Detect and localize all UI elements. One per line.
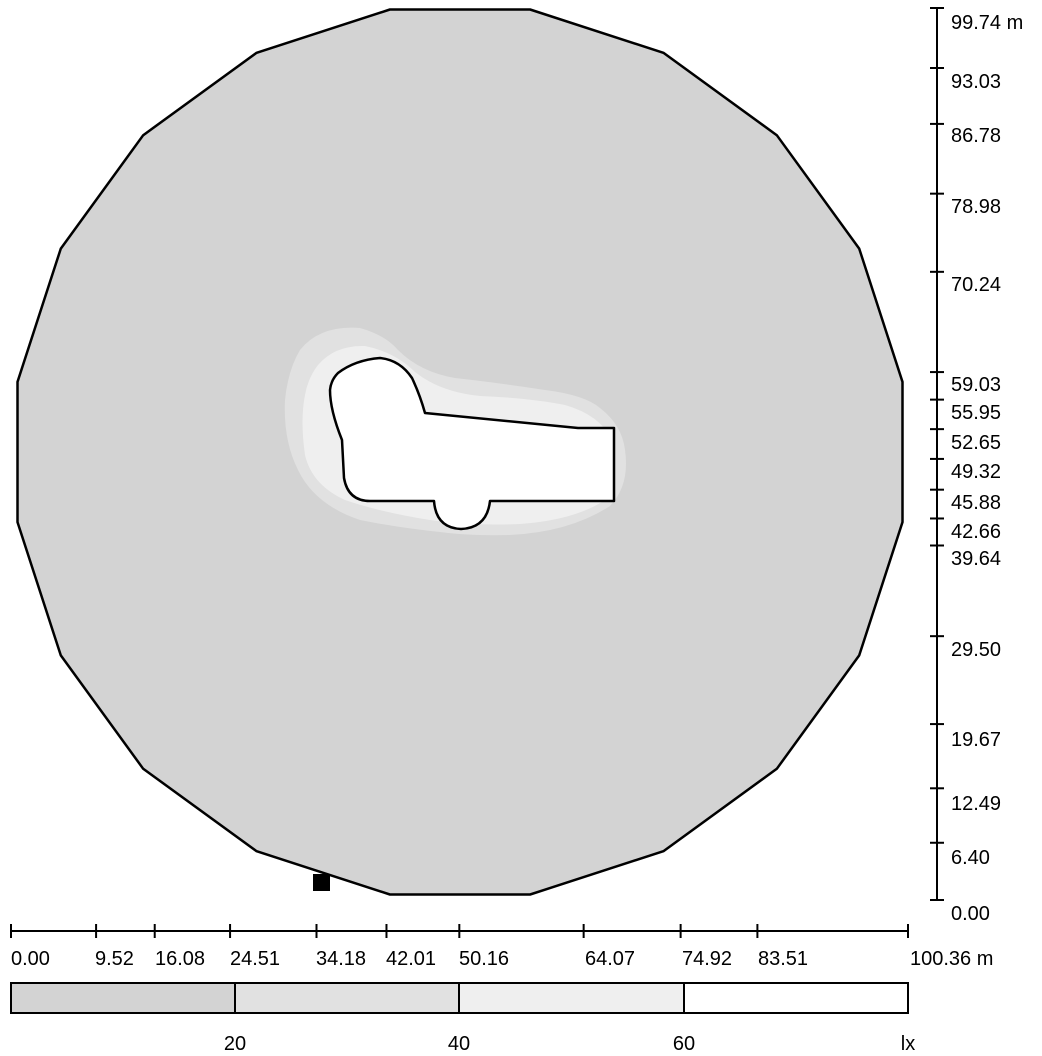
legend-swatch <box>234 982 460 1014</box>
x-tick-label: 50.16 <box>459 948 509 970</box>
y-tick-label: 52.65 <box>951 432 1001 454</box>
x-tick-label: 42.01 <box>386 948 436 970</box>
x-tick-label: 74.92 <box>682 948 732 970</box>
x-tick-label: 34.18 <box>316 948 366 970</box>
x-tick-label: 0.00 <box>11 948 50 970</box>
y-axis-tick-labels: 99.74 m 93.03 86.78 78.98 70.24 59.03 55… <box>951 12 1023 925</box>
y-tick-label: 93.03 <box>951 71 1001 93</box>
y-tick-label: 70.24 <box>951 274 1001 296</box>
y-tick-label: 45.88 <box>951 492 1001 514</box>
legend: 20 40 60 lx <box>10 982 915 1055</box>
x-tick-label: 64.07 <box>585 948 635 970</box>
y-tick-label: 55.95 <box>951 402 1001 424</box>
luminaire-marker <box>313 874 330 891</box>
x-axis-ticks <box>10 924 909 938</box>
y-tick-label: 49.32 <box>951 461 1001 483</box>
legend-label: 40 <box>448 1033 470 1055</box>
x-tick-label: 100.36 m <box>910 948 993 970</box>
x-axis-tick-labels: 0.00 9.52 16.08 24.51 34.18 42.01 50.16 … <box>11 948 993 970</box>
legend-swatch <box>10 982 236 1014</box>
isolux-contours <box>284 327 626 536</box>
y-tick-label: 59.03 <box>951 374 1001 396</box>
legend-label: 60 <box>673 1033 695 1055</box>
legend-swatch <box>683 982 909 1014</box>
building-outline <box>328 356 616 531</box>
x-axis: 0.00 9.52 16.08 24.51 34.18 42.01 50.16 … <box>10 924 993 970</box>
legend-label: 20 <box>224 1033 246 1055</box>
legend-swatch <box>458 982 685 1014</box>
y-tick-label: 12.49 <box>951 793 1001 815</box>
y-tick-label: 19.67 <box>951 729 1001 751</box>
y-axis-ticks <box>930 7 944 901</box>
y-tick-label: 0.00 <box>951 903 990 925</box>
x-tick-label: 9.52 <box>95 948 134 970</box>
y-tick-label: 6.40 <box>951 847 990 869</box>
y-tick-label: 42.66 <box>951 521 1001 543</box>
y-tick-label: 99.74 m <box>951 12 1023 34</box>
y-axis: 99.74 m 93.03 86.78 78.98 70.24 59.03 55… <box>930 7 1023 925</box>
x-tick-label: 16.08 <box>155 948 205 970</box>
x-tick-label: 24.51 <box>230 948 280 970</box>
legend-unit-label: lx <box>901 1033 915 1055</box>
x-tick-label: 83.51 <box>758 948 808 970</box>
y-tick-label: 39.64 <box>951 548 1001 570</box>
y-tick-label: 86.78 <box>951 125 1001 147</box>
y-tick-label: 78.98 <box>951 196 1001 218</box>
y-tick-label: 29.50 <box>951 639 1001 661</box>
